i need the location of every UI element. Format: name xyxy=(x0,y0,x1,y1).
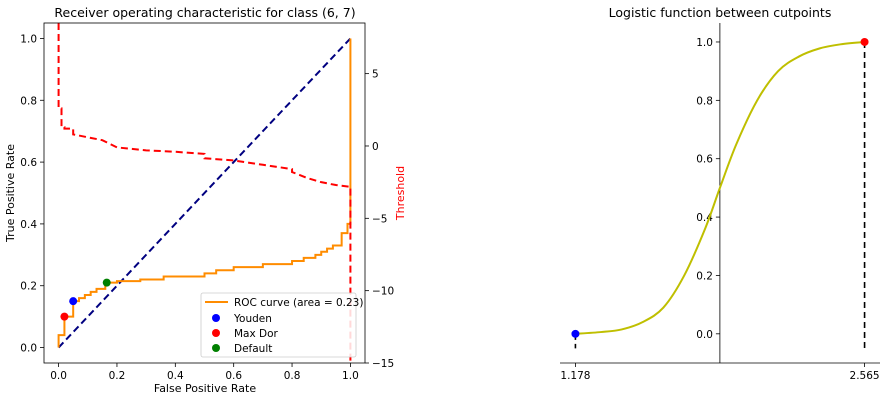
point-youden xyxy=(69,297,78,306)
legend-youden-label: Youden xyxy=(233,313,272,325)
y-tick-label: 0.4 xyxy=(20,219,37,231)
threshold-tick-label: 0 xyxy=(372,141,379,153)
logistic-y-tick-label: 0.0 xyxy=(696,329,713,341)
threshold-tick-label: −5 xyxy=(372,213,387,225)
logistic-plot-area xyxy=(571,37,869,349)
roc-y-axis-label: True Positive Rate xyxy=(4,144,17,243)
threshold-tick-label: 5 xyxy=(372,69,379,81)
roc-chart: Receiver operating characteristic for cl… xyxy=(4,5,407,395)
threshold-curve-line xyxy=(57,23,352,363)
legend-maxdor-label: Max Dor xyxy=(234,328,279,340)
legend-default-marker xyxy=(212,344,220,352)
threshold-axis-label: Threshold xyxy=(394,166,407,221)
x-tick-label: 1.0 xyxy=(342,370,359,382)
y-tick-label: 0.6 xyxy=(20,157,37,169)
legend-maxdor-marker xyxy=(212,329,220,337)
x-tick-label: 0.8 xyxy=(284,370,301,382)
y-tick-label: 0.8 xyxy=(20,95,37,107)
x-tick-label: 0.6 xyxy=(225,370,242,382)
roc-y-axis-ticks: 0.0 0.2 0.4 0.6 0.8 1.0 xyxy=(20,33,44,355)
x-tick-label: 0.0 xyxy=(50,370,67,382)
logistic-x-tick-label: 2.565 xyxy=(850,370,880,382)
roc-curve-line xyxy=(57,38,352,348)
roc-axes-border xyxy=(43,22,366,364)
logistic-curve-line xyxy=(575,40,865,335)
end-cutpoint-marker xyxy=(860,37,869,46)
roc-legend: ROC curve (area = 0.23) Youden Max Dor D… xyxy=(200,292,363,358)
roc-plot-area xyxy=(57,23,352,363)
legend-roc-label: ROC curve (area = 0.23) xyxy=(234,297,363,309)
y-tick-label: 1.0 xyxy=(20,33,37,45)
legend-box xyxy=(200,292,357,358)
y-tick-label: 0.0 xyxy=(20,343,37,355)
x-tick-label: 0.2 xyxy=(109,370,126,382)
x-tick-label: 0.4 xyxy=(167,370,184,382)
logistic-x-axis-ticks: 1.178 2.565 xyxy=(560,363,880,382)
logistic-y-tick-label: 0.6 xyxy=(696,154,713,166)
legend-youden-marker xyxy=(212,314,220,322)
roc-x-axis-ticks: 0.0 0.2 0.4 0.6 0.8 1.0 xyxy=(50,363,359,382)
roc-x-axis-label: False Positive Rate xyxy=(154,382,256,395)
threshold-tick-label: −10 xyxy=(372,286,394,298)
logistic-axes xyxy=(560,23,880,364)
logistic-chart: Logistic function between cutpoints 1.17… xyxy=(560,5,880,382)
chance-diagonal-line xyxy=(57,37,352,349)
y-tick-label: 0.2 xyxy=(20,281,37,293)
logistic-y-tick-label: 1.0 xyxy=(696,37,713,49)
roc-chart-title: Receiver operating characteristic for cl… xyxy=(54,5,355,20)
logistic-chart-title: Logistic function between cutpoints xyxy=(609,5,832,20)
threshold-tick-label: −15 xyxy=(372,358,394,370)
logistic-x-tick-label: 1.178 xyxy=(560,370,590,382)
logistic-y-tick-label: 0.8 xyxy=(696,95,713,107)
point-default xyxy=(102,278,111,287)
roc-plot-frame xyxy=(43,22,366,364)
threshold-axis-ticks: 5 0 −5 −10 −15 xyxy=(365,69,394,370)
start-cutpoint-marker xyxy=(571,329,580,338)
legend-default-label: Default xyxy=(234,343,272,355)
logistic-y-axis-ticks: 0.00.20.40.60.81.0 xyxy=(696,37,720,341)
point-max-dor xyxy=(60,312,69,321)
logistic-y-tick-label: 0.2 xyxy=(696,270,713,282)
